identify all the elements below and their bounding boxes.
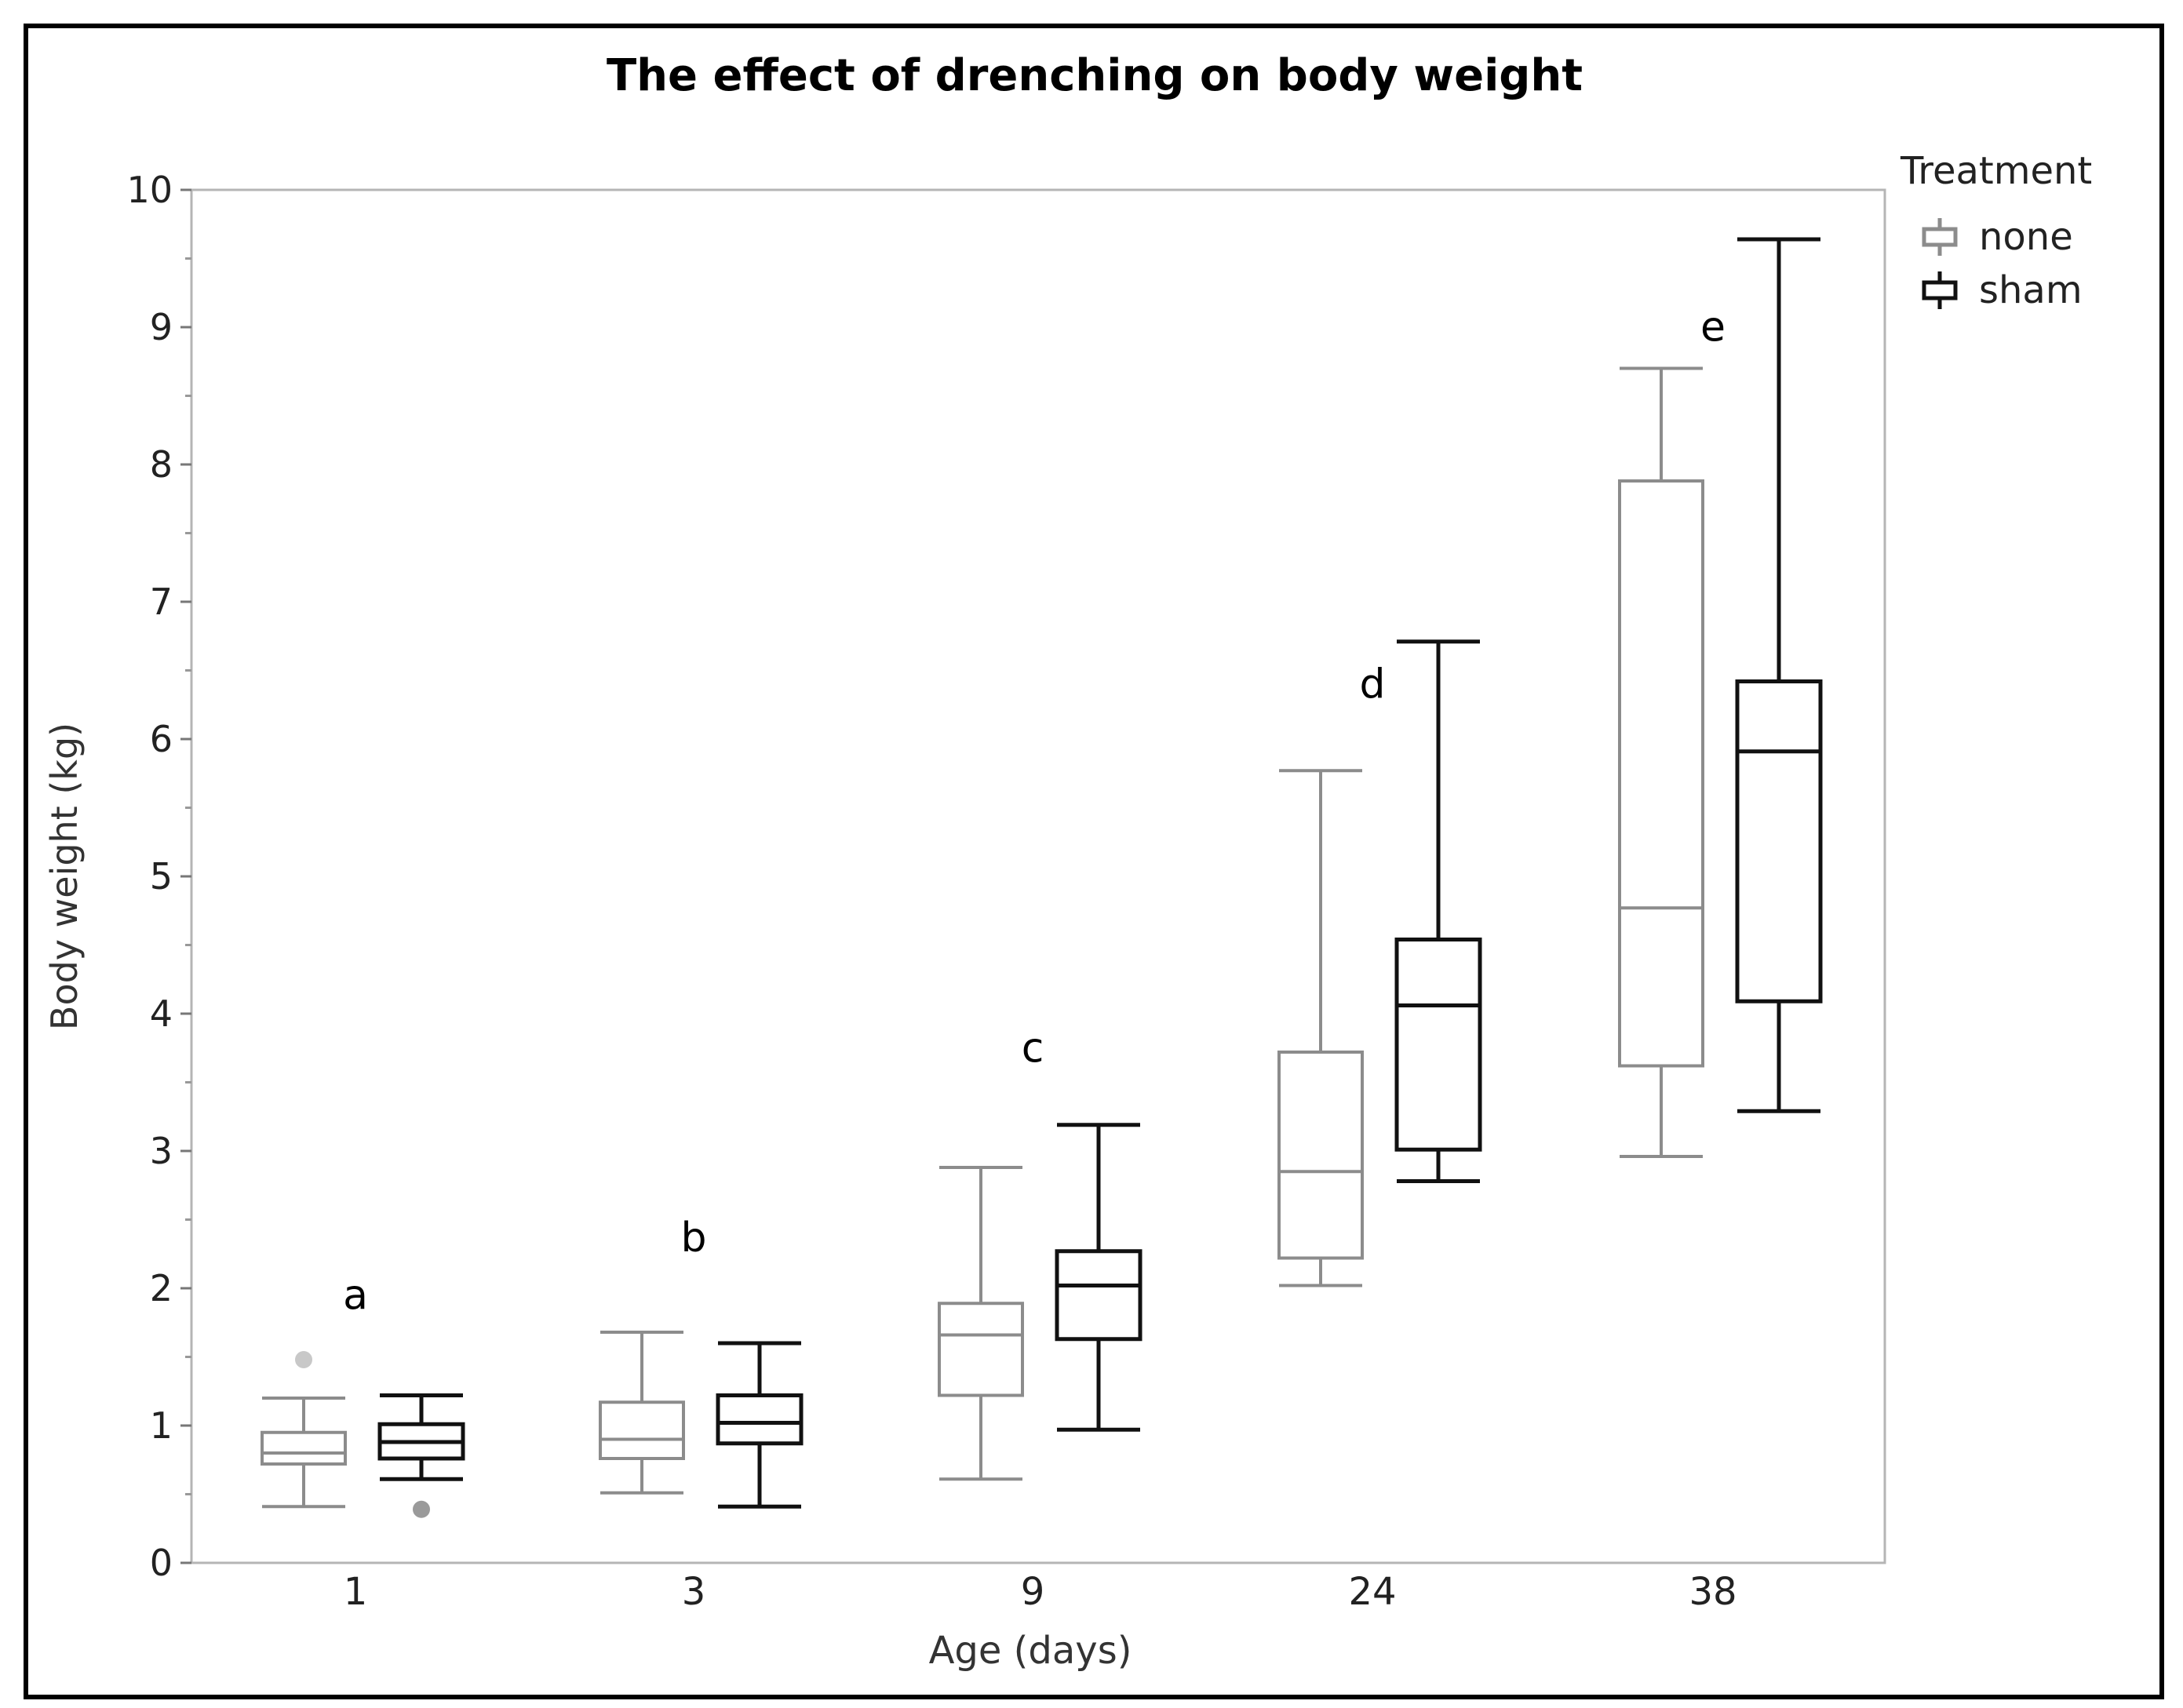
x-tick-label: 24	[1348, 1570, 1396, 1614]
y-tick-label: 5	[150, 855, 173, 898]
annotations: a b c d e	[343, 304, 1726, 1320]
iqr-box	[261, 1430, 347, 1466]
y-tick-label: 2	[150, 1267, 173, 1309]
iqr-box	[1055, 1249, 1143, 1342]
legend-item-sham: sham	[1922, 268, 2083, 312]
y-tick-label: 9	[150, 306, 173, 348]
outer-frame	[24, 24, 2164, 1699]
box-none-1	[261, 1351, 347, 1509]
box-sham-9	[1055, 1123, 1143, 1432]
significance-letter: a	[343, 1272, 368, 1319]
y-axis: 0 1 2 3 4 5 6 7 8 9 10	[126, 169, 191, 1584]
legend: Treatment none sham	[1900, 149, 2092, 312]
iqr-box	[938, 1302, 1024, 1397]
box-none-24	[1277, 769, 1364, 1287]
x-tick-label: 9	[1021, 1570, 1045, 1614]
y-tick-label: 0	[150, 1542, 173, 1584]
y-tick-label: 6	[150, 718, 173, 760]
legend-box-icon	[1922, 280, 1958, 300]
y-tick-label: 1	[150, 1404, 173, 1447]
significance-letter: c	[1022, 1025, 1044, 1072]
box-sham-38	[1735, 237, 1823, 1113]
x-axis-label: Age (days)	[929, 1629, 1132, 1673]
outlier-point	[295, 1351, 312, 1368]
iqr-box	[1394, 938, 1482, 1152]
iqr-box	[1277, 1051, 1364, 1260]
box-none-38	[1618, 366, 1704, 1158]
x-tick-label: 38	[1689, 1570, 1737, 1614]
legend-box-icon	[1922, 227, 1958, 247]
y-tick-label: 8	[150, 443, 173, 486]
box-none-9	[938, 1166, 1024, 1481]
x-tick-label: 3	[682, 1570, 706, 1614]
significance-letter: b	[680, 1215, 706, 1262]
y-tick-label: 7	[150, 581, 173, 623]
x-tick-label: 1	[344, 1570, 368, 1614]
legend-label: none	[1979, 215, 2073, 259]
iqr-box	[1735, 679, 1823, 1003]
box-sham-3	[716, 1341, 804, 1509]
iqr-box	[599, 1400, 685, 1460]
chart-title: The effect of drenching on body weight	[607, 50, 1583, 101]
significance-letter: e	[1700, 304, 1726, 351]
legend-item-none: none	[1922, 215, 2073, 259]
y-tick-label: 4	[150, 992, 173, 1035]
y-tick-label: 3	[150, 1130, 173, 1172]
significance-letter: d	[1359, 661, 1385, 708]
iqr-box	[716, 1393, 804, 1446]
iqr-box	[1618, 479, 1704, 1068]
boxes	[261, 237, 1823, 1518]
box-none-3	[599, 1331, 685, 1495]
box-sham-1	[377, 1393, 465, 1518]
legend-title: Treatment	[1900, 149, 2092, 193]
legend-label: sham	[1979, 268, 2083, 312]
box-sham-24	[1394, 639, 1482, 1183]
y-tick-label: 10	[126, 169, 173, 211]
outlier-point	[413, 1500, 430, 1518]
x-axis: 1 3 9 24 38	[344, 1570, 1737, 1614]
y-axis-label: Body weight (kg)	[43, 723, 86, 1030]
